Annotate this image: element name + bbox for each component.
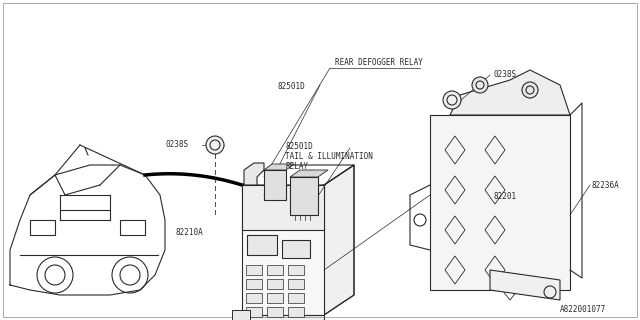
Bar bbox=[247, 235, 277, 255]
Polygon shape bbox=[244, 163, 264, 185]
Text: 0238S: 0238S bbox=[165, 140, 188, 149]
Circle shape bbox=[522, 82, 538, 98]
Bar bbox=[246, 307, 262, 317]
Bar bbox=[267, 307, 283, 317]
Bar bbox=[267, 265, 283, 275]
Bar bbox=[288, 265, 304, 275]
Text: 82210A: 82210A bbox=[175, 228, 203, 237]
Bar bbox=[242, 185, 324, 230]
Polygon shape bbox=[264, 164, 294, 170]
Bar bbox=[430, 115, 570, 290]
Bar bbox=[288, 279, 304, 289]
Bar bbox=[290, 177, 318, 215]
Circle shape bbox=[443, 91, 461, 109]
Text: 82201: 82201 bbox=[493, 192, 516, 201]
Circle shape bbox=[472, 77, 488, 93]
Bar bbox=[120, 220, 145, 235]
Bar bbox=[246, 265, 262, 275]
Text: 82236A: 82236A bbox=[592, 181, 620, 190]
Polygon shape bbox=[290, 170, 328, 177]
Bar bbox=[288, 307, 304, 317]
Bar bbox=[282, 240, 310, 258]
Text: REAR DEFOGGER RELAY: REAR DEFOGGER RELAY bbox=[335, 58, 423, 67]
Text: 0238S: 0238S bbox=[493, 70, 516, 79]
Text: 82501D: 82501D bbox=[285, 142, 313, 151]
Bar bbox=[30, 220, 55, 235]
Bar bbox=[288, 293, 304, 303]
Bar bbox=[246, 293, 262, 303]
Text: 82501D: 82501D bbox=[278, 82, 306, 91]
Bar bbox=[264, 170, 286, 200]
Polygon shape bbox=[324, 165, 354, 315]
Polygon shape bbox=[450, 70, 570, 115]
Polygon shape bbox=[490, 270, 560, 300]
Bar bbox=[267, 293, 283, 303]
Text: RELAY: RELAY bbox=[285, 162, 308, 171]
Bar bbox=[242, 315, 324, 320]
Bar bbox=[242, 185, 324, 315]
Bar bbox=[232, 310, 250, 320]
Bar bbox=[267, 279, 283, 289]
Circle shape bbox=[206, 136, 224, 154]
Text: TAIL & ILLUMINATION: TAIL & ILLUMINATION bbox=[285, 152, 373, 161]
Text: A822001077: A822001077 bbox=[560, 305, 606, 314]
Bar bbox=[246, 279, 262, 289]
